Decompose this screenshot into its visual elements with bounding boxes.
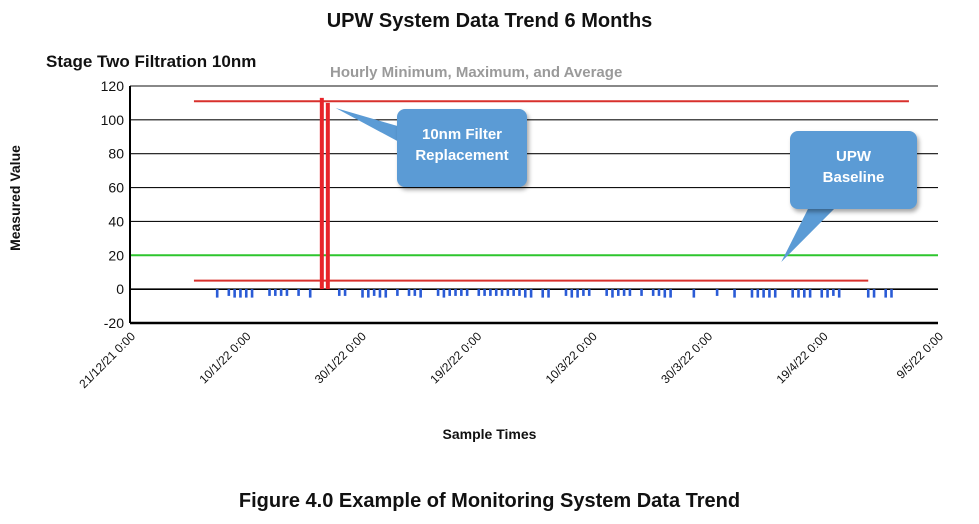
y-tick-label: 100: [101, 112, 125, 128]
x-tick-label: 21/12/21 0:00: [76, 329, 138, 391]
x-axis-label: Sample Times: [442, 426, 537, 442]
x-tick-label: 30/3/22 0:00: [658, 329, 715, 386]
figure-caption: Figure 4.0 Example of Monitoring System …: [238, 490, 741, 512]
y-tick-label: 120: [101, 78, 125, 94]
y-tick-label: 80: [108, 146, 124, 162]
y-tick-label: 20: [108, 247, 124, 263]
x-tick-label: 30/1/22 0:00: [312, 329, 369, 386]
x-tick-label: 10/3/22 0:00: [543, 329, 600, 386]
chart-title: Stage Two Filtration 10nm: [46, 52, 257, 71]
y-tick-label: -20: [104, 315, 124, 331]
bar-layer: [215, 97, 893, 298]
chart-subtitle: Hourly Minimum, Maximum, and Average: [330, 64, 623, 81]
callout-text: UPW: [836, 148, 872, 165]
y-tick-label: 0: [116, 281, 124, 297]
x-tick-label: 9/5/22 0:00: [894, 329, 947, 382]
main-title: UPW System Data Trend 6 Months: [326, 10, 653, 32]
callout-text: 10nm Filter: [422, 126, 502, 143]
callout-pointer: [781, 205, 838, 263]
callout-text: Baseline: [823, 169, 885, 186]
y-tick-label: 60: [108, 180, 124, 196]
x-tick-label: 19/2/22 0:00: [427, 329, 484, 386]
y-tick-label: 40: [108, 213, 124, 229]
x-tick-label: 10/1/22 0:00: [196, 329, 253, 386]
callout-box: [397, 109, 527, 187]
callout-layer: 10nm Filter Replacement UPW Baseline: [335, 108, 917, 263]
callout-pointer: [335, 108, 401, 143]
callout-text: Replacement: [415, 147, 508, 164]
callout-box: [790, 131, 917, 209]
y-axis-label: Measured Value: [7, 145, 23, 251]
x-tick-label: 19/4/22 0:00: [774, 329, 831, 386]
